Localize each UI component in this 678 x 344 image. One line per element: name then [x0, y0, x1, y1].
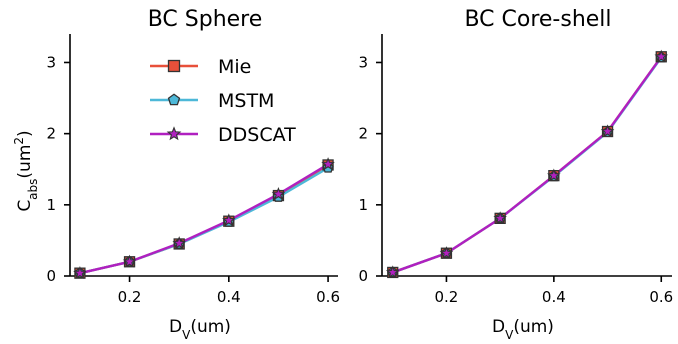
legend-marker [166, 126, 182, 141]
y-tick-label: 1 [358, 196, 368, 214]
legend-marker [167, 59, 181, 73]
data-point-ddscat [439, 246, 454, 259]
y-tick-label: 0 [358, 267, 368, 285]
y-tick-label: 2 [46, 125, 56, 143]
legend-marker [167, 93, 181, 106]
data-point-ddscat [321, 157, 335, 170]
series-line-ddscat [79, 163, 329, 275]
series-line-ddscat [392, 56, 663, 274]
x-tick-label: 0.6 [649, 288, 673, 306]
legend-label: Mie [218, 56, 251, 78]
panel-2: BC Core-shell 0.2 0.4 0.6 0 1 2 3 DV(um) [358, 7, 673, 342]
y-tick-label: 3 [358, 53, 368, 71]
data-point-ddscat [493, 211, 507, 225]
data-point-ddscat [172, 236, 186, 250]
data-point-ddscat [122, 254, 137, 268]
x-tick-label: 0.2 [118, 288, 142, 306]
x-tick-label: 0.4 [542, 288, 566, 306]
series-line-mstm [392, 56, 663, 274]
y-tick-label: 3 [46, 53, 56, 71]
data-point-ddscat [73, 266, 87, 279]
legend: Mie MSTM DDSCAT [150, 56, 296, 146]
x-tick-label: 0.6 [316, 288, 340, 306]
panel-1: BC Sphere 0.2 0.4 0.6 0 1 2 3 DV(um) Cabs(um2) Mie… [12, 7, 340, 342]
data-point-ddscat [547, 168, 561, 182]
y-axis-label: Cabs(um2) [12, 130, 40, 211]
data-point-ddscat [222, 213, 236, 227]
x-tick-label: 0.2 [435, 288, 459, 306]
data-point-ddscat [654, 49, 669, 63]
y-tick-label: 0 [46, 267, 56, 285]
x-tick-label: 0.4 [217, 288, 241, 306]
chart-title: BC Sphere [148, 7, 263, 32]
x-axis-label: DV(um) [492, 317, 554, 342]
data-point-ddscat [600, 124, 615, 138]
chart-title: BC Core-shell [464, 7, 611, 32]
x-axis-label: DV(um) [169, 317, 231, 342]
series-line-mstm [79, 166, 329, 275]
data-point-ddscat [271, 187, 286, 200]
legend-label: DDSCAT [218, 124, 296, 146]
y-tick-label: 1 [46, 196, 56, 214]
data-point-ddscat [385, 265, 400, 279]
legend-label: MSTM [218, 90, 274, 112]
series-line-mie [79, 163, 329, 275]
series-line-mie [392, 56, 663, 274]
y-tick-label: 2 [358, 125, 368, 143]
